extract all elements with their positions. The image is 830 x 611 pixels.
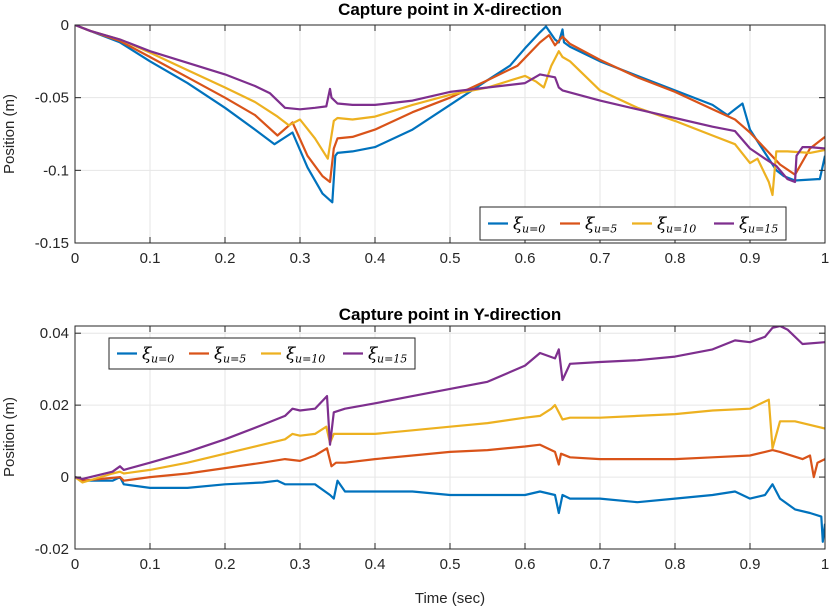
y-tick-label: 0 [61, 469, 69, 486]
x-tick-label: 0.4 [365, 250, 386, 267]
legend-symbol: ξ [739, 215, 750, 235]
legend-item: ξ u=0 [488, 215, 545, 236]
series-line-u0 [75, 476, 825, 543]
y-tick-label: -0.05 [35, 90, 69, 107]
series-line-u5 [75, 443, 825, 482]
legend-subscript: u=15 [748, 223, 778, 236]
x-tick-label: 0.7 [590, 250, 611, 267]
legend-subscript: u=15 [377, 353, 407, 366]
legend: ξ u=0 ξ u=5 ξ u=10 ξ u=15 [479, 206, 787, 241]
series-line-u0 [75, 25, 825, 204]
legend-symbol: ξ [214, 345, 225, 365]
chart-title: Capture point in Y-direction [339, 305, 562, 324]
x-tick-label: 0 [71, 556, 79, 573]
legend-item: ξ u=0 [117, 345, 174, 366]
y-axis-label: Position (m) [1, 94, 18, 174]
legend-item: ξ u=15 [343, 345, 407, 366]
x-tick-label: 0.8 [665, 250, 686, 267]
legend-item: ξ u=5 [189, 345, 246, 366]
x-tick-label: 0.2 [215, 556, 236, 573]
x-tick-label: 0.3 [290, 250, 311, 267]
y-axis-label: Position (m) [1, 397, 18, 477]
legend-symbol: ξ [585, 215, 596, 235]
legend-item: ξ u=5 [560, 215, 617, 236]
series-line-u15 [75, 326, 825, 480]
plot-x-direction: 0 0.1 0.2 0.3 0.4 0.5 0.6 0.7 0.8 0.9 1 0 -0.05 -0.1 -… [1, 0, 829, 267]
legend-item: ξ u=10 [261, 345, 325, 366]
legend-symbol: ξ [368, 345, 379, 365]
x-tick-label: 1 [821, 556, 829, 573]
x-tick-label: 0.1 [140, 556, 161, 573]
y-tick-label: 0.02 [40, 397, 69, 414]
legend-subscript: u=5 [223, 353, 246, 366]
legend-subscript: u=10 [295, 353, 325, 366]
plot-y-direction: 0 0.1 0.2 0.3 0.4 0.5 0.6 0.7 0.8 0.9 10.040.020-0… [1, 305, 829, 607]
x-tick-label: 0.6 [515, 556, 536, 573]
legend: ξ u=0 ξ u=5 ξ u=10 ξ u=15 [108, 337, 416, 370]
legend-symbol: ξ [513, 215, 524, 235]
y-tick-label: -0.15 [35, 235, 69, 252]
series-group [75, 25, 825, 204]
series-line-u10 [75, 398, 825, 484]
legend-subscript: u=0 [151, 353, 174, 366]
x-tick-label: 0.4 [365, 556, 386, 573]
x-tick-label: 0.7 [590, 556, 611, 573]
legend-item: ξ u=10 [632, 215, 696, 236]
legend-subscript: u=0 [522, 223, 545, 236]
chart-title: Capture point in X-direction [338, 0, 562, 19]
ticks: 0 0.1 0.2 0.3 0.4 0.5 0.6 0.7 0.8 0.9 10.040.020-0… [35, 325, 829, 573]
x-tick-label: 0.9 [740, 556, 761, 573]
x-tick-label: 0.9 [740, 250, 761, 267]
legend-item: ξ u=15 [714, 215, 778, 236]
x-tick-label: 1 [821, 250, 829, 267]
x-tick-label: 0.5 [440, 556, 461, 573]
series-line-u15 [75, 25, 825, 184]
y-tick-label: -0.1 [43, 162, 69, 179]
x-tick-label: 0.1 [140, 250, 161, 267]
x-tick-label: 0.3 [290, 556, 311, 573]
x-axis-label: Time (sec) [415, 590, 485, 607]
series-line-u10 [75, 25, 825, 197]
legend-symbol: ξ [286, 345, 297, 365]
y-tick-label: 0 [61, 17, 69, 34]
x-tick-label: 0.6 [515, 250, 536, 267]
legend-subscript: u=5 [594, 223, 617, 236]
x-tick-label: 0.2 [215, 250, 236, 267]
x-tick-label: 0 [71, 250, 79, 267]
legend-subscript: u=10 [666, 223, 696, 236]
legend-symbol: ξ [657, 215, 668, 235]
ticks: 0 0.1 0.2 0.3 0.4 0.5 0.6 0.7 0.8 0.9 1 0 -0.05 -0.1 -… [35, 17, 829, 267]
y-tick-label: -0.02 [35, 541, 69, 558]
y-tick-label: 0.04 [40, 325, 69, 342]
x-tick-label: 0.8 [665, 556, 686, 573]
series-group [75, 326, 825, 543]
legend-symbol: ξ [142, 345, 153, 365]
x-tick-label: 0.5 [440, 250, 461, 267]
